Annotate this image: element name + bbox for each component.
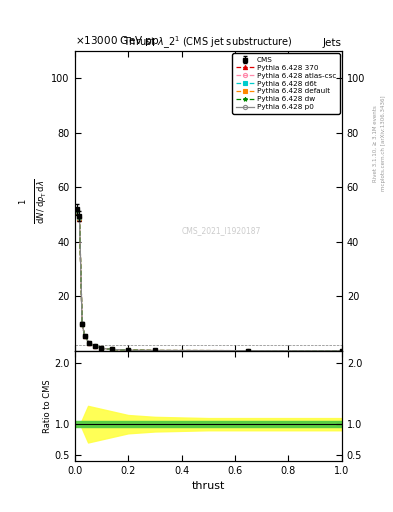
Line: Pythia 6.428 default: Pythia 6.428 default (75, 209, 344, 353)
Pythia 6.428 default (340, 348, 344, 354)
Text: $\times$13000 GeV pp: $\times$13000 GeV pp (75, 34, 159, 48)
Pythia 6.428 370 (246, 348, 251, 354)
Pythia 6.428 default (246, 348, 251, 354)
Pythia 6.428 p0 (99, 345, 104, 351)
Pythia 6.428 p0 (340, 348, 344, 354)
Pythia 6.428 p0 (83, 333, 87, 339)
Pythia 6.428 p0 (126, 347, 130, 353)
Pythia 6.428 d6t (92, 343, 97, 349)
Pythia 6.428 p0 (74, 208, 79, 214)
Pythia 6.428 default (87, 340, 92, 346)
Pythia 6.428 dw (74, 208, 79, 215)
Text: Rivet 3.1.10, ≥ 3.1M events: Rivet 3.1.10, ≥ 3.1M events (373, 105, 378, 182)
Line: Pythia 6.428 370: Pythia 6.428 370 (75, 210, 344, 353)
Pythia 6.428 atlas-csc (87, 340, 92, 346)
Pythia 6.428 370 (99, 345, 104, 351)
Pythia 6.428 default (83, 333, 87, 339)
Pythia 6.428 370 (77, 216, 82, 222)
Pythia 6.428 dw (246, 348, 251, 354)
Y-axis label: 1
$\overline{\mathrm{d}N\,/\,\mathrm{d}p_\mathrm{T}\,\mathrm{d}\lambda}$: 1 $\overline{\mathrm{d}N\,/\,\mathrm{d}p… (18, 179, 49, 224)
Line: Pythia 6.428 p0: Pythia 6.428 p0 (75, 209, 344, 353)
Pythia 6.428 370 (110, 347, 114, 353)
Pythia 6.428 370 (83, 333, 87, 339)
Pythia 6.428 p0 (110, 347, 114, 353)
Pythia 6.428 p0 (92, 343, 97, 349)
Pythia 6.428 dw (99, 345, 104, 351)
Pythia 6.428 d6t (340, 348, 344, 354)
Pythia 6.428 p0 (80, 321, 84, 327)
Pythia 6.428 default (110, 347, 114, 353)
X-axis label: thrust: thrust (192, 481, 225, 491)
Pythia 6.428 default (99, 345, 104, 351)
Text: Jets: Jets (323, 38, 342, 48)
Pythia 6.428 d6t (80, 321, 84, 327)
Pythia 6.428 p0 (77, 215, 82, 221)
Pythia 6.428 atlas-csc (74, 207, 79, 214)
Pythia 6.428 370 (80, 321, 84, 327)
Pythia 6.428 d6t (152, 348, 157, 354)
Pythia 6.428 atlas-csc (126, 347, 130, 353)
Pythia 6.428 p0 (246, 348, 251, 354)
Y-axis label: Ratio to CMS: Ratio to CMS (43, 379, 51, 433)
Text: mcplots.cern.ch [arXiv:1306.3436]: mcplots.cern.ch [arXiv:1306.3436] (381, 96, 386, 191)
Pythia 6.428 atlas-csc (110, 346, 114, 352)
Pythia 6.428 370 (74, 209, 79, 215)
Pythia 6.428 atlas-csc (80, 321, 84, 327)
Pythia 6.428 d6t (246, 348, 251, 354)
Pythia 6.428 370 (340, 348, 344, 354)
Pythia 6.428 atlas-csc (99, 345, 104, 351)
Pythia 6.428 dw (110, 347, 114, 353)
Pythia 6.428 atlas-csc (152, 348, 157, 354)
Legend: CMS, Pythia 6.428 370, Pythia 6.428 atlas-csc, Pythia 6.428 d6t, Pythia 6.428 de: CMS, Pythia 6.428 370, Pythia 6.428 atla… (232, 53, 340, 114)
Pythia 6.428 d6t (99, 345, 104, 351)
Pythia 6.428 d6t (87, 340, 92, 346)
Pythia 6.428 atlas-csc (92, 343, 97, 349)
Pythia 6.428 default (74, 208, 79, 214)
Text: CMS_2021_I1920187: CMS_2021_I1920187 (182, 226, 261, 236)
Pythia 6.428 dw (80, 321, 84, 327)
Pythia 6.428 dw (126, 347, 130, 353)
Pythia 6.428 dw (87, 340, 92, 346)
Pythia 6.428 dw (152, 348, 157, 354)
Pythia 6.428 dw (92, 343, 97, 349)
Pythia 6.428 370 (152, 348, 157, 354)
Pythia 6.428 dw (83, 333, 87, 339)
Pythia 6.428 atlas-csc (246, 348, 251, 354)
Pythia 6.428 p0 (152, 348, 157, 354)
Pythia 6.428 dw (77, 216, 82, 222)
Pythia 6.428 default (152, 348, 157, 354)
Title: Thrust $\lambda\_2^1$ (CMS jet substructure): Thrust $\lambda\_2^1$ (CMS jet substruct… (123, 35, 293, 51)
Pythia 6.428 d6t (77, 215, 82, 221)
Line: Pythia 6.428 atlas-csc: Pythia 6.428 atlas-csc (75, 208, 344, 353)
Pythia 6.428 atlas-csc (83, 333, 87, 339)
Pythia 6.428 atlas-csc (77, 215, 82, 221)
Pythia 6.428 370 (87, 340, 92, 346)
Pythia 6.428 d6t (110, 347, 114, 353)
Pythia 6.428 370 (92, 343, 97, 349)
Pythia 6.428 370 (126, 347, 130, 353)
Pythia 6.428 atlas-csc (340, 348, 344, 354)
Pythia 6.428 default (80, 321, 84, 327)
Pythia 6.428 d6t (126, 347, 130, 353)
Pythia 6.428 default (92, 343, 97, 349)
Pythia 6.428 dw (340, 348, 344, 354)
Pythia 6.428 d6t (83, 333, 87, 339)
Pythia 6.428 d6t (74, 208, 79, 215)
Pythia 6.428 default (77, 215, 82, 221)
Pythia 6.428 p0 (87, 340, 92, 346)
Pythia 6.428 default (126, 347, 130, 353)
Line: Pythia 6.428 d6t: Pythia 6.428 d6t (75, 209, 344, 353)
Line: Pythia 6.428 dw: Pythia 6.428 dw (75, 209, 344, 353)
